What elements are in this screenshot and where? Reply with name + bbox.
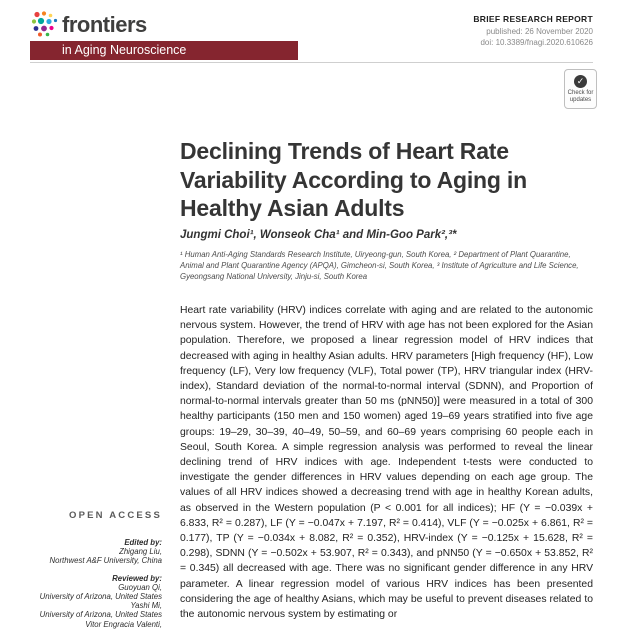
reviewed-by-label: Reviewed by: xyxy=(112,573,162,583)
reviewer-affiliation: São Paulo State University, Brazil xyxy=(20,629,162,630)
reviewer-name: Vitor Engracia Valenti, xyxy=(85,619,162,629)
reviewer-name: Guoyuan Qi, xyxy=(118,582,162,592)
check-for-updates-badge[interactable]: ✓ Check for updates xyxy=(564,69,597,109)
reviewer-affiliation: University of Arizona, United States xyxy=(39,592,162,602)
article-abstract: Heart rate variability (HRV) indices cor… xyxy=(180,305,593,621)
header-meta: BRIEF RESEARCH REPORT published: 26 Nove… xyxy=(473,14,593,47)
article-type-label: BRIEF RESEARCH REPORT xyxy=(473,14,593,24)
editor-name: Zhigang Liu, xyxy=(119,547,162,557)
article-affiliations: ¹ Human Anti-Aging Standards Research In… xyxy=(180,250,579,281)
article-authors: Jungmi Choi¹, Wonseok Cha¹ and Min-Goo P… xyxy=(180,229,457,241)
frontiers-dots-icon xyxy=(31,11,58,37)
journal-logo-text: frontiers xyxy=(62,12,147,37)
published-date: published: 26 November 2020 xyxy=(486,26,593,36)
edited-by-label: Edited by: xyxy=(124,538,162,547)
reviewer-name: Yashi Mi, xyxy=(130,601,162,611)
header-divider xyxy=(30,62,593,63)
editor-affiliation: Northwest A&F University, China xyxy=(49,556,162,566)
journal-subtitle: in Aging Neuroscience xyxy=(62,43,187,57)
open-access-label: OPEN ACCESS xyxy=(68,510,162,521)
crossmark-label: Check for updates xyxy=(567,90,594,103)
doi-link[interactable]: doi: 10.3389/fnagi.2020.610626 xyxy=(480,38,593,47)
article-title: Declining Trends of Heart Rate Variabili… xyxy=(180,138,527,221)
reviewer-affiliation: University of Arizona, United States xyxy=(39,610,162,620)
journal-name-bar: in Aging Neuroscience xyxy=(30,41,298,60)
editorial-sidebar: OPEN ACCESS Edited by: Zhigang Liu, Nort… xyxy=(20,510,162,630)
crossmark-glyph: ✓ xyxy=(576,76,585,86)
crossmark-icon: ✓ xyxy=(574,75,587,88)
